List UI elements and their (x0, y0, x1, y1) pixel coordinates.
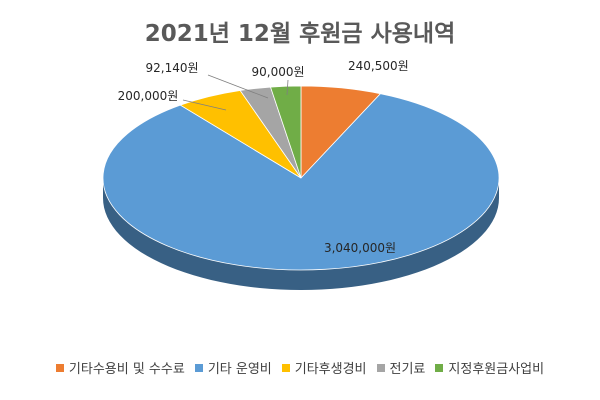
legend-item-2: 기타후생경비 (281, 358, 367, 377)
legend-item-0: 기타수용비 및 수수료 (55, 358, 185, 377)
chart-title: 2021년 12월 후원금 사용내역 (144, 21, 456, 47)
leader-line-3 (207, 74, 269, 99)
legend-swatch-4 (435, 363, 444, 372)
pie-side-1 (103, 178, 499, 290)
data-label-1: 3,040,000원 (324, 241, 396, 255)
pie-slice-1 (102, 93, 500, 271)
legend-item-3: 전기료 (376, 358, 426, 377)
legend-swatch-1 (194, 363, 203, 372)
data-labels: 240,500원 3,040,000원 200,000원 92,140원 90,000원 (118, 59, 409, 255)
pie-slices (102, 85, 500, 271)
legend-label-3: 전기료 (389, 362, 426, 377)
legend: 기타수용비 및 수수료 기타 운영비 기타후생경비 전기료 지정후원금사업비 (0, 358, 600, 377)
leader-line-2 (182, 99, 227, 111)
data-label-3: 92,140원 (145, 61, 198, 75)
pie-slice-4 (270, 85, 302, 179)
legend-swatch-0 (55, 363, 64, 372)
legend-label-1: 기타 운영비 (207, 362, 272, 377)
legend-item-4: 지정후원금사업비 (435, 358, 544, 377)
legend-label-2: 기타후생경비 (294, 362, 367, 377)
legend-label-4: 지정후원금사업비 (448, 362, 545, 377)
data-label-4: 90,000원 (251, 65, 304, 79)
legend-swatch-2 (281, 363, 290, 372)
data-label-0: 240,500원 (348, 59, 409, 73)
data-label-2: 200,000원 (118, 89, 179, 103)
pie-side (103, 178, 499, 290)
legend-item-1: 기타 운영비 (194, 358, 272, 377)
legend-label-0: 기타수용비 및 수수료 (68, 362, 185, 377)
leader-line-4 (286, 79, 289, 96)
legend-swatch-3 (376, 363, 385, 372)
